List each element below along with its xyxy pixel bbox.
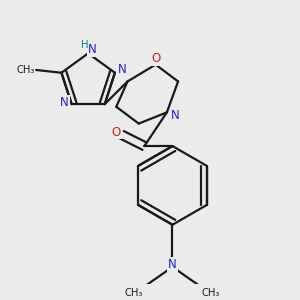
Text: N: N xyxy=(168,258,177,271)
Text: CH₃: CH₃ xyxy=(202,288,220,298)
Text: CH₃: CH₃ xyxy=(16,65,35,75)
Text: N: N xyxy=(118,64,126,76)
Text: N: N xyxy=(88,43,97,56)
Text: O: O xyxy=(151,52,160,65)
Text: N: N xyxy=(171,109,180,122)
Text: N: N xyxy=(60,96,69,109)
Text: H: H xyxy=(81,40,88,50)
Text: CH₃: CH₃ xyxy=(124,288,143,298)
Text: O: O xyxy=(112,125,121,139)
